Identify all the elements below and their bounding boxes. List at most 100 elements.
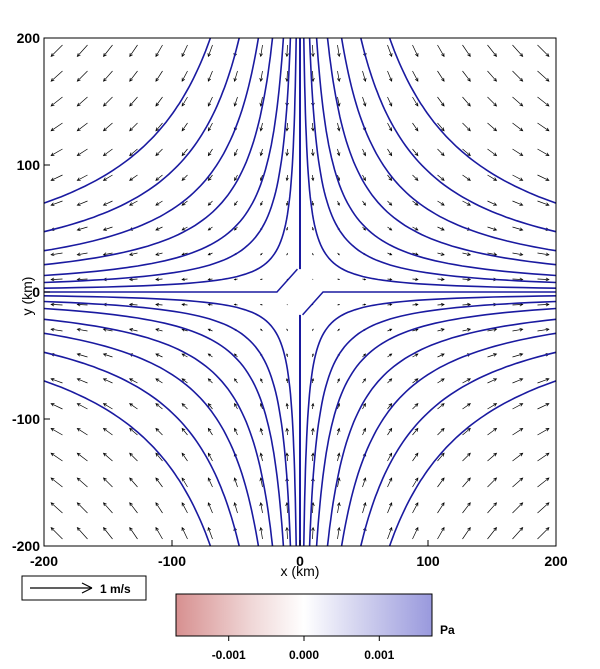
velocity-arrow — [233, 502, 238, 514]
velocity-arrow — [362, 174, 366, 182]
velocity-arrow — [337, 70, 341, 82]
velocity-arrow — [487, 226, 498, 231]
contour-line — [43, 37, 260, 252]
velocity-arrow — [537, 70, 550, 82]
velocity-arrow — [362, 378, 366, 384]
velocity-arrow — [285, 122, 289, 132]
velocity-arrow — [387, 353, 393, 358]
colorbar-gradient — [175, 593, 433, 637]
velocity-arrow — [259, 526, 263, 540]
velocity-arrow — [512, 353, 524, 358]
contour-line — [43, 37, 285, 277]
velocity-arrow — [155, 226, 163, 231]
velocity-arrow — [155, 252, 163, 256]
velocity-arrow — [181, 353, 188, 358]
velocity-arrow — [155, 302, 163, 307]
velocity-arrow — [412, 477, 419, 488]
velocity-arrow — [102, 477, 113, 488]
velocity-arrow — [387, 328, 393, 332]
pressure-contours — [43, 37, 557, 547]
velocity-arrow — [50, 148, 63, 156]
velocity-arrow — [387, 252, 393, 256]
velocity-arrow — [387, 70, 393, 82]
velocity-arrow — [102, 174, 113, 181]
velocity-arrow — [128, 302, 138, 307]
velocity-arrow — [311, 122, 315, 132]
velocity-arrow — [512, 122, 524, 132]
velocity-arrow — [337, 200, 340, 206]
velocity-arrow — [412, 303, 419, 307]
velocity-arrow — [181, 378, 188, 384]
velocity-arrow — [462, 477, 471, 488]
velocity-arrow — [260, 252, 263, 256]
velocity-arrow — [362, 278, 367, 281]
velocity-arrow — [50, 327, 63, 332]
velocity-arrow — [362, 353, 367, 358]
velocity-arrow — [512, 477, 524, 488]
y-tick-label: -200 — [12, 538, 40, 554]
velocity-arrow — [512, 44, 524, 57]
velocity-arrow — [337, 502, 341, 514]
velocity-arrow — [537, 174, 550, 181]
velocity-arrow — [387, 303, 393, 306]
velocity-arrow — [181, 526, 188, 540]
velocity-arrow — [233, 226, 238, 231]
contour-line — [303, 37, 557, 289]
velocity-arrow — [487, 378, 498, 384]
velocity-arrow — [311, 174, 315, 182]
velocity-arrow — [537, 452, 550, 462]
colorbar-tick-label: 0.000 — [289, 648, 319, 662]
velocity-arrow — [181, 96, 188, 107]
velocity-arrow — [337, 44, 341, 58]
velocity-arrow — [50, 502, 63, 514]
velocity-arrow — [155, 427, 163, 436]
velocity-arrow — [50, 403, 63, 410]
velocity-arrow — [387, 278, 393, 281]
velocity-arrow — [362, 148, 366, 157]
velocity-arrow — [437, 174, 445, 181]
velocity-arrow — [437, 328, 445, 332]
velocity-arrow — [462, 403, 471, 410]
velocity-arrow — [387, 174, 393, 182]
velocity-arrow — [155, 200, 163, 206]
velocity-arrow — [207, 226, 213, 231]
velocity-arrow — [362, 303, 367, 306]
velocity-arrow — [103, 526, 113, 540]
velocity-arrow — [207, 477, 213, 488]
velocity-arrow — [512, 96, 524, 107]
velocity-arrow — [487, 96, 498, 107]
velocity-arrow — [102, 148, 113, 157]
velocity-arrow — [50, 527, 63, 540]
velocity-arrow — [155, 452, 163, 462]
velocity-arrow — [129, 70, 138, 82]
velocity-arrow — [50, 70, 63, 82]
velocity-arrow — [129, 44, 138, 58]
velocity-arrow — [181, 70, 188, 82]
velocity-arrow — [387, 200, 393, 206]
velocity-arrow — [487, 427, 498, 436]
contour-line — [340, 37, 557, 252]
velocity-arrow — [337, 278, 341, 281]
velocity-arrow — [155, 353, 163, 358]
velocity-arrow — [233, 353, 238, 358]
velocity-arrow — [462, 174, 471, 181]
velocity-arrow — [285, 378, 289, 384]
velocity-arrow — [362, 200, 366, 206]
velocity-arrow — [50, 277, 63, 282]
velocity-arrow — [155, 477, 163, 488]
velocity-arrow — [181, 277, 188, 281]
velocity-arrow — [181, 148, 188, 157]
velocity-arrow — [387, 226, 393, 231]
contour-line — [308, 37, 557, 284]
velocity-arrow — [286, 252, 288, 256]
velocity-arrow — [207, 378, 213, 384]
contour-line — [308, 300, 557, 547]
velocity-arrow — [362, 96, 367, 107]
velocity-arrow — [437, 353, 445, 358]
y-tick-label: 0 — [32, 284, 40, 300]
velocity-arrow — [412, 70, 419, 82]
velocity-arrow — [181, 174, 188, 181]
velocity-arrow — [387, 148, 393, 157]
velocity-arrow — [128, 277, 138, 282]
